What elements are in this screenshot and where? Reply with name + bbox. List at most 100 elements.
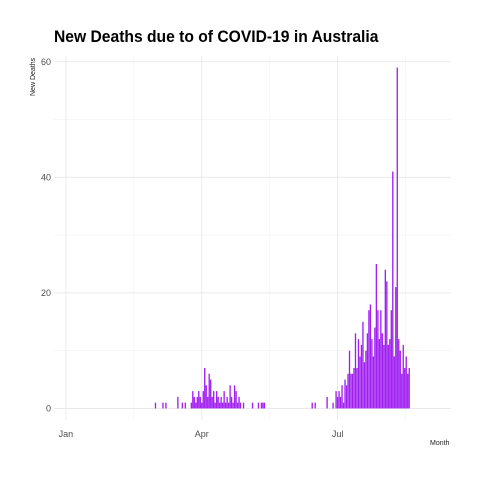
bar (190, 402, 192, 409)
bar (407, 373, 409, 409)
chart-title: New Deaths due to of COVID-19 in Austral… (54, 27, 379, 46)
bar (230, 396, 233, 409)
bar (381, 333, 384, 409)
bar (177, 396, 179, 409)
bar (162, 402, 164, 409)
bar (366, 333, 369, 409)
bar (154, 402, 157, 409)
bar (351, 373, 354, 409)
bar (368, 310, 370, 409)
bar (342, 402, 345, 409)
bar (360, 344, 363, 409)
bar (314, 402, 316, 409)
x-tick-label: Apr (195, 429, 209, 439)
bar (202, 391, 204, 409)
bar (238, 396, 240, 409)
bar (214, 402, 216, 409)
bar (369, 304, 372, 409)
bar (393, 356, 395, 409)
bar (339, 396, 342, 409)
bar (362, 321, 364, 409)
bar (193, 396, 195, 409)
bar (374, 327, 376, 409)
bar (396, 67, 398, 409)
bar (216, 391, 218, 409)
bar (262, 402, 264, 409)
y-tick-label: 20 (41, 288, 51, 298)
bar (332, 402, 334, 409)
bar (395, 287, 397, 409)
bar (345, 385, 348, 409)
bar (208, 373, 210, 409)
bar (347, 373, 349, 409)
bar (207, 396, 209, 409)
bar (205, 385, 207, 409)
bar (210, 379, 212, 409)
bar (204, 368, 206, 409)
bar (218, 402, 221, 409)
bar (405, 356, 407, 409)
bar (357, 339, 360, 409)
bar (335, 391, 337, 409)
bar (359, 356, 361, 409)
bar (377, 310, 379, 409)
bar (165, 402, 167, 409)
bar (341, 385, 343, 409)
bar (380, 310, 382, 409)
bar (354, 333, 357, 409)
bar (257, 402, 260, 409)
bar (365, 350, 367, 409)
bar (326, 396, 328, 409)
bar (224, 402, 227, 409)
bar (408, 368, 410, 409)
bar (399, 350, 401, 409)
bar (263, 402, 266, 409)
bar (184, 402, 187, 409)
bar (338, 391, 340, 409)
bar (363, 362, 366, 409)
bar (348, 350, 351, 409)
bar (404, 368, 406, 409)
bar (220, 396, 222, 409)
bar (196, 396, 198, 409)
y-tick-label: 60 (41, 57, 51, 67)
x-tick-label: Jul (332, 429, 344, 439)
bar (199, 396, 201, 409)
bar (251, 402, 254, 409)
bar (375, 264, 378, 409)
bar (260, 402, 263, 409)
bar (195, 402, 197, 409)
bar (389, 339, 391, 409)
bar (387, 344, 389, 409)
y-tick-label: 0 (46, 403, 51, 413)
bar (392, 171, 394, 409)
bar (235, 391, 237, 409)
bar (233, 385, 236, 409)
bar (390, 310, 392, 409)
bar (350, 373, 352, 409)
bar (311, 402, 313, 409)
bar (232, 402, 234, 409)
bar (226, 396, 228, 409)
bar (344, 379, 346, 409)
bar (227, 402, 230, 409)
x-tick-label: Jan (59, 429, 74, 439)
bar (402, 344, 404, 409)
bar (201, 402, 203, 409)
bar (386, 281, 388, 409)
bar (211, 396, 213, 409)
bar (221, 402, 224, 409)
bar (378, 339, 381, 409)
bar (371, 339, 373, 409)
bar (192, 391, 194, 409)
bar (398, 339, 400, 409)
bar (198, 391, 200, 409)
bar (356, 368, 358, 409)
bar (236, 402, 239, 409)
bar (336, 396, 339, 409)
x-axis-label: Month (430, 440, 450, 447)
bar (217, 396, 219, 409)
bar (401, 373, 403, 409)
